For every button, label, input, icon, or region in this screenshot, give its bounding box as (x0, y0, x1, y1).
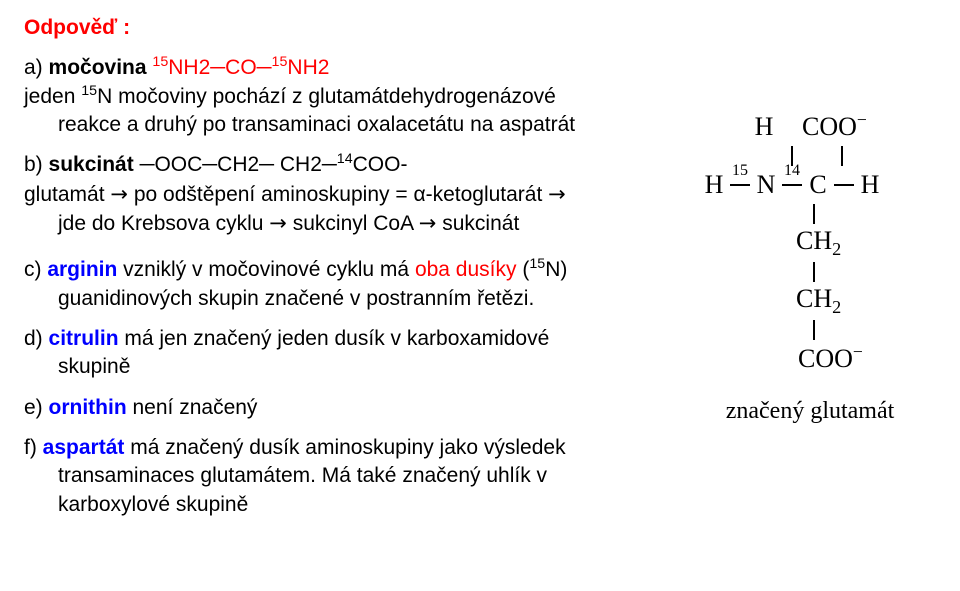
arrow-icon: → (110, 182, 128, 206)
item-a-f2: NH2 (287, 56, 329, 79)
mol-bond-row-3 (700, 260, 940, 284)
bond-h-icon: 15 (730, 184, 750, 186)
group-ch2: CH2 (796, 284, 846, 318)
item-b-l3: jde do Krebsova cyklu (58, 212, 269, 235)
item-b-name: sukcinát (49, 153, 140, 176)
mol-bond-row-4 (700, 318, 940, 342)
item-f-c: má značený dusík aminoskupiny jako výsle… (124, 436, 565, 459)
molecule-figure: H COO− H 15 N 14 C H CH2 CH2 (700, 110, 940, 425)
mol-row-1: H COO− (700, 110, 940, 144)
iso-15-a2: 15 (272, 54, 288, 70)
mol-row-4: CH2 (700, 284, 940, 318)
bond-h-icon (834, 184, 854, 186)
item-b-l3b: sukcinyl CoA (287, 212, 419, 235)
group-coo-bottom: COO− (796, 344, 876, 374)
mol-bond-row-2 (700, 202, 940, 226)
item-a-l2b: N močoviny pochází z glutamátdehydrogená… (97, 85, 556, 108)
arrow-icon: → (548, 182, 566, 206)
item-f: f) aspartát má značený dusík aminoskupin… (24, 434, 636, 519)
answer-header: Odpověď : (24, 14, 636, 42)
item-c-f: N) (545, 258, 567, 281)
arrow-icon: → (419, 211, 437, 235)
item-b-line3: jde do Krebsova cyklu → sukcinyl CoA → s… (24, 209, 636, 238)
group-ch2: CH2 (796, 226, 846, 260)
item-f-line3: karboxylové skupině (24, 491, 636, 519)
item-b-l2b: po odštěpení aminoskupiny = α-ketoglutar… (128, 183, 548, 206)
item-d-line2: skupině (24, 353, 636, 381)
item-b-formula: ─OOC─CH2─ CH2─ (140, 153, 337, 176)
iso-15-a3: 15 (81, 83, 97, 99)
item-d-a: d) (24, 327, 49, 350)
item-c-d: oba dusíky (415, 258, 517, 281)
atom-h: H (856, 170, 884, 200)
mol-row-5: COO− (700, 342, 940, 376)
atom-h: H (750, 112, 778, 142)
bond-v-icon (841, 146, 843, 166)
mol-row-3: CH2 (700, 226, 940, 260)
item-a-l2a: jeden (24, 85, 81, 108)
item-e-c: není značený (127, 396, 258, 419)
molecule-caption: značený glutamát (700, 398, 920, 425)
item-a-prefix: a) (24, 56, 49, 79)
iso-15-c: 15 (529, 256, 545, 272)
group-coo-top: COO− (800, 112, 880, 142)
item-f-a: f) (24, 436, 43, 459)
atom-h: H (700, 170, 728, 200)
item-c-line2: guanidinových skupin značené v postranní… (24, 285, 636, 313)
item-a-name: močovina (49, 56, 153, 79)
text-column: Odpověď : a) močovina 15NH2─CO─15NH2 jed… (0, 0, 660, 519)
item-b: b) sukcinát ─OOC─CH2─ CH2─14COO- glutamá… (24, 151, 636, 238)
item-c-b: arginin (47, 258, 117, 281)
bond-v-icon (813, 262, 815, 282)
item-a-line2: jeden 15N močoviny pochází z glutamátdeh… (24, 83, 636, 111)
item-e-a: e) (24, 396, 49, 419)
iso-label-15: 15 (732, 162, 748, 180)
item-c: c) arginin vzniklý v močovinové cyklu má… (24, 256, 636, 313)
arrow-icon: → (269, 211, 287, 235)
item-f-line2: transaminaces glutamátem. Má také značen… (24, 462, 636, 490)
iso-14-b: 14 (337, 151, 353, 167)
item-d-c: má jen značený jeden dusík v karboxamido… (119, 327, 550, 350)
iso-label-14: 14 (784, 162, 800, 180)
item-a-line3: reakce a druhý po transaminaci oxalacetá… (24, 111, 636, 139)
item-b-l2a: glutamát (24, 183, 110, 206)
item-d-b: citrulin (49, 327, 119, 350)
atom-n: N (752, 170, 780, 200)
bond-v-icon (813, 204, 815, 224)
item-d: d) citrulin má jen značený jeden dusík v… (24, 325, 636, 382)
item-b-l3c: sukcinát (436, 212, 519, 235)
item-a: a) močovina 15NH2─CO─15NH2 jeden 15N moč… (24, 54, 636, 139)
item-c-a: c) (24, 258, 47, 281)
item-a-f1: NH2─CO─ (168, 56, 271, 79)
mol-row-2: H 15 N 14 C H (700, 168, 940, 202)
bond-h-icon: 14 (782, 184, 802, 186)
item-e-b: ornithin (49, 396, 127, 419)
item-b-prefix: b) (24, 153, 49, 176)
item-f-b: aspartát (43, 436, 125, 459)
item-c-c: vzniklý v močovinové cyklu má (117, 258, 415, 281)
item-b-tail: COO- (353, 153, 408, 176)
iso-15-a1: 15 (152, 54, 168, 70)
item-c-e: ( (517, 258, 530, 281)
item-e: e) ornithin není značený (24, 394, 636, 422)
bond-v-icon (813, 320, 815, 340)
item-b-line2: glutamát → po odštěpení aminoskupiny = α… (24, 180, 636, 209)
atom-c: C (804, 170, 832, 200)
